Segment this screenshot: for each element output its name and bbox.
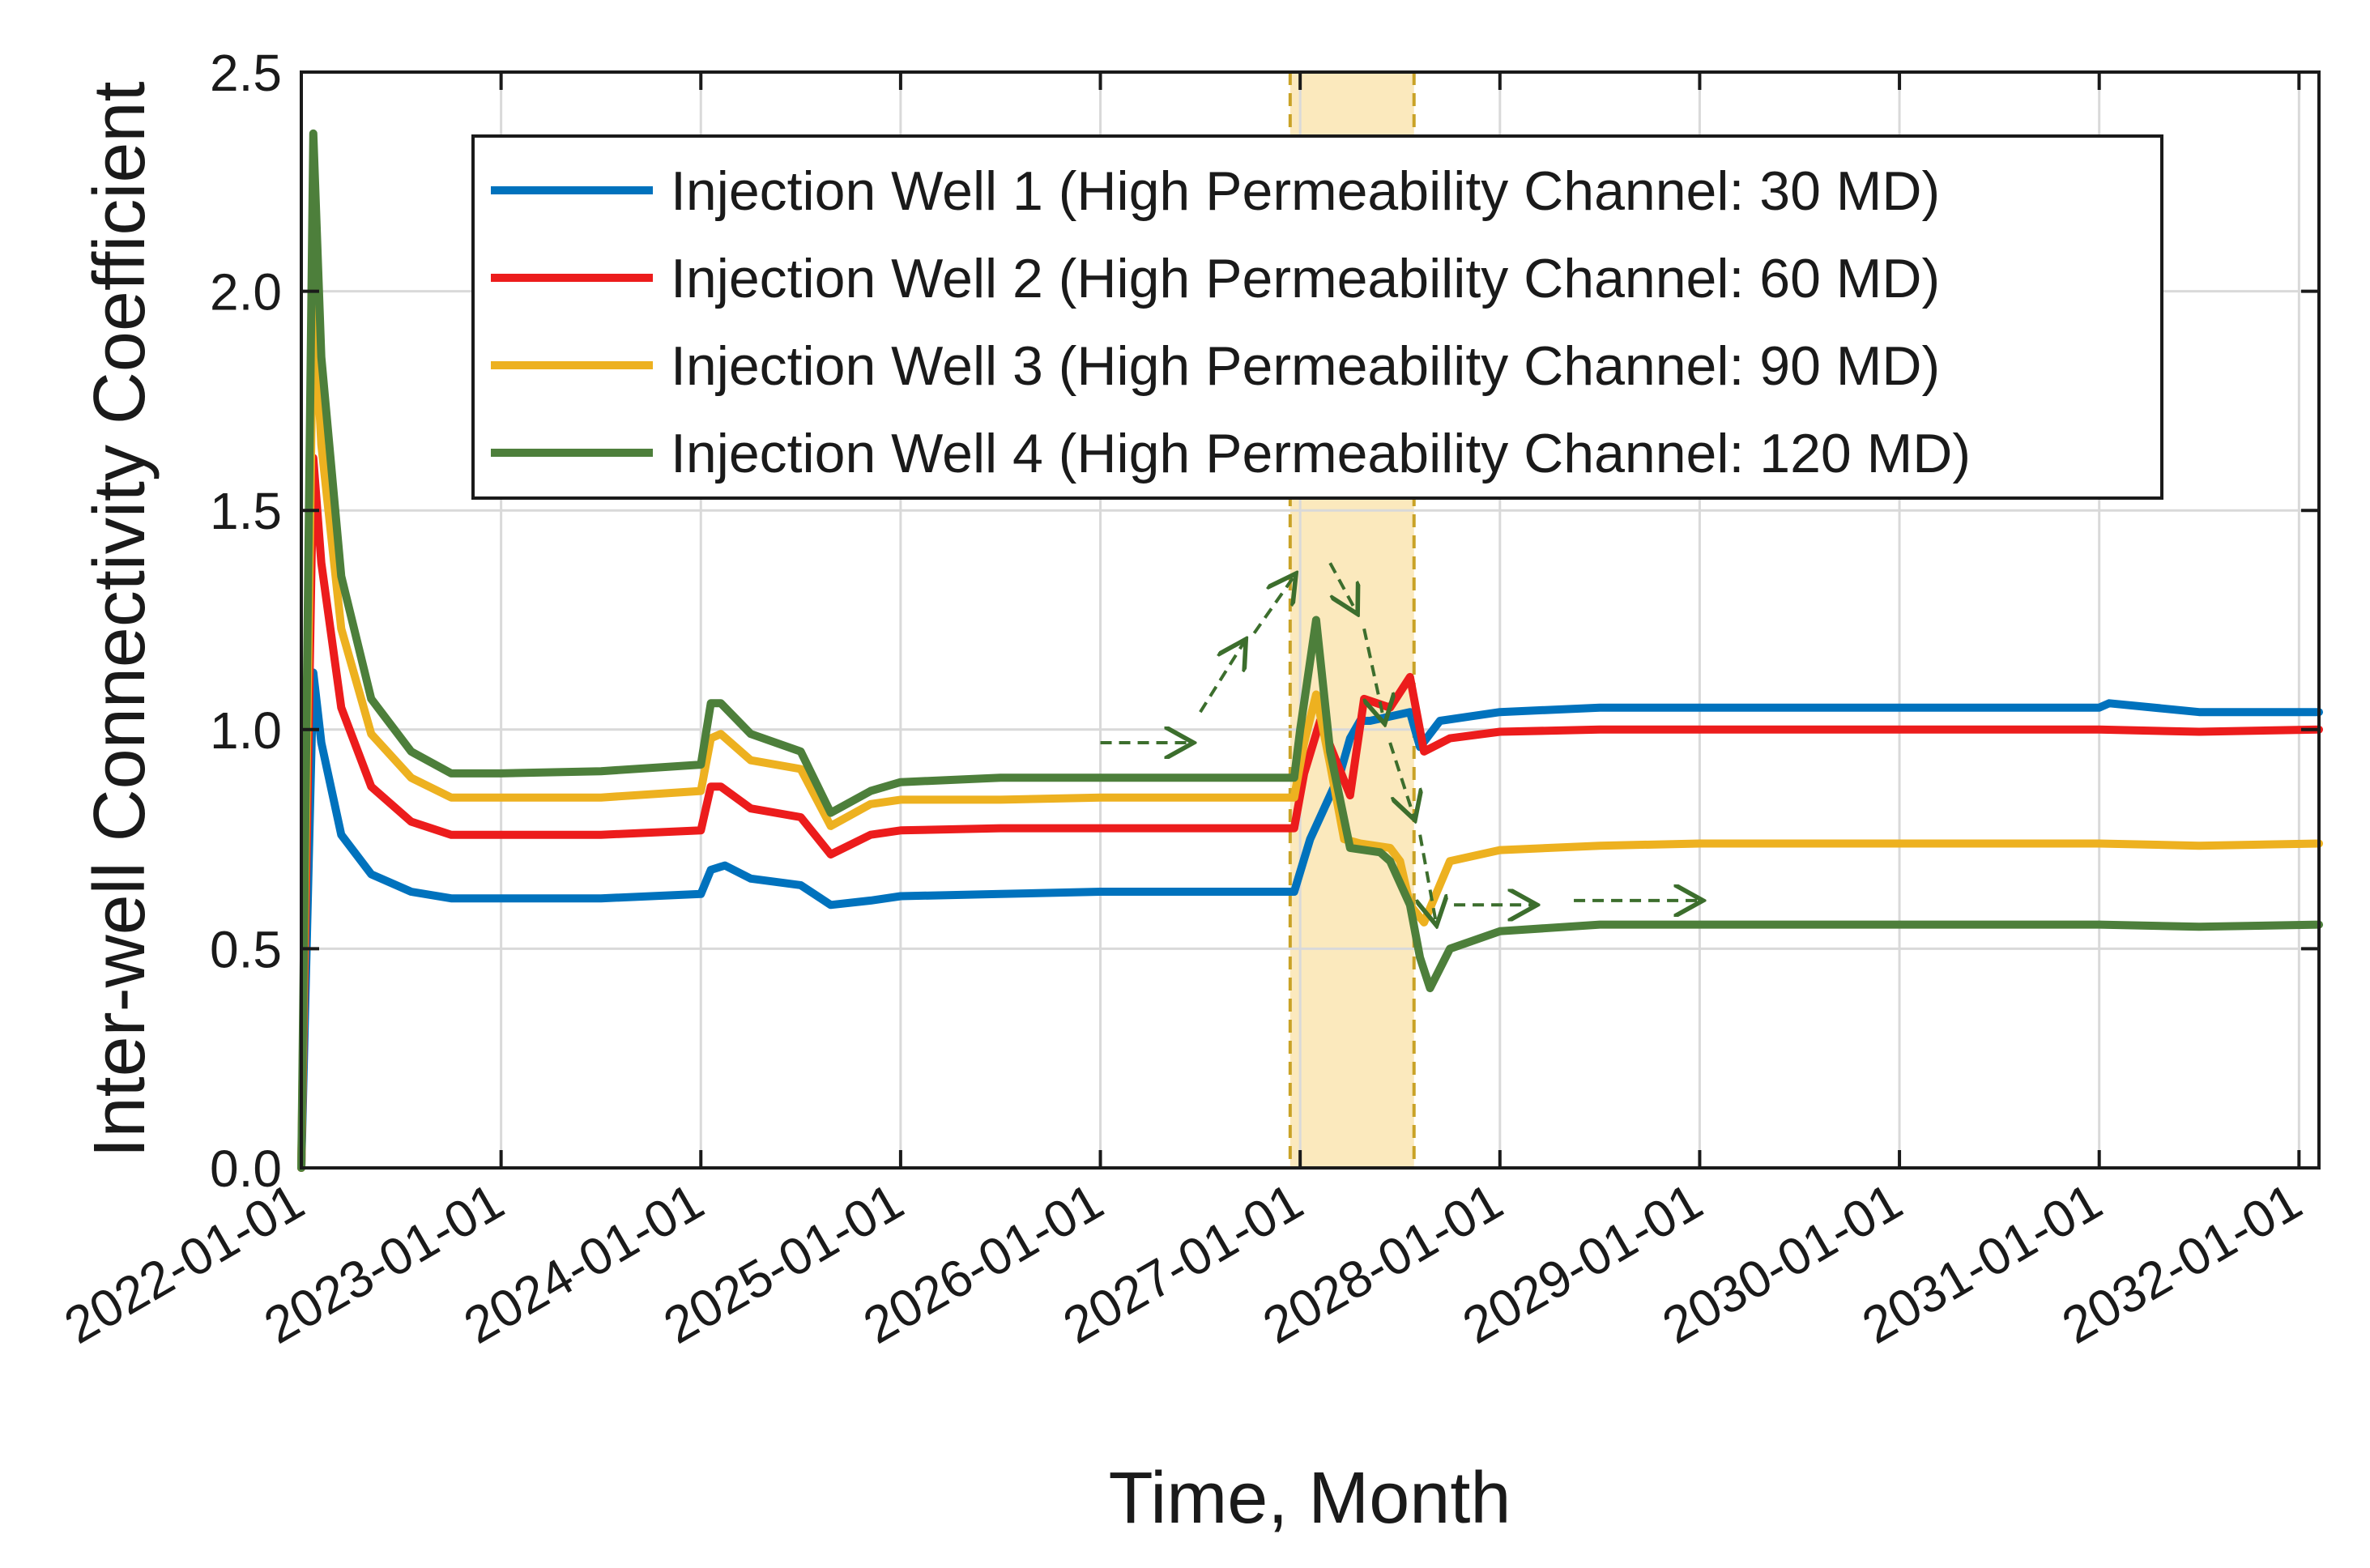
axis-ticks (300, 70, 2319, 1170)
y-tick-label: 2.5 (210, 44, 282, 102)
legend-items: Injection Well 1 (High Permeability Chan… (491, 160, 1971, 484)
annotation-arrow (1199, 642, 1244, 714)
annotation-arrow (1252, 576, 1294, 634)
series-layer (297, 129, 2323, 1172)
x-tick-labels: 2022-01-012023-01-012024-01-012025-01-01… (54, 1172, 2311, 1355)
y-tick-label: 1.0 (210, 701, 282, 760)
series-line-injection-well-4 (297, 129, 2323, 1172)
y-tick-label: 0.5 (210, 920, 282, 978)
plot-frame (300, 70, 2321, 1170)
legend-label-injection-well-1: Injection Well 1 (High Permeability Chan… (671, 160, 1940, 222)
annotation-arrow (1362, 628, 1384, 721)
annotation-arrow (1420, 834, 1436, 922)
legend: Injection Well 1 (High Permeability Chan… (471, 134, 2163, 500)
series-line-injection-well-3 (297, 287, 2323, 1172)
annotation-arrow (1328, 562, 1356, 611)
series-line-injection-well-1 (297, 668, 2323, 1172)
y-tick-labels: 0.0 0.5 1.0 1.5 2.0 2.5 (210, 44, 282, 1198)
legend-label-injection-well-4: Injection Well 4 (High Permeability Chan… (671, 423, 1971, 484)
y-axis-title: Inter-well Connectivity Coefficient (79, 82, 160, 1158)
series-line-injection-well-2 (297, 454, 2323, 1172)
y-tick-label: 0.0 (210, 1140, 282, 1198)
legend-label-injection-well-2: Injection Well 2 (High Permeability Chan… (671, 248, 1940, 309)
y-tick-label: 2.0 (210, 263, 282, 322)
annotation-arrows (1100, 562, 1700, 922)
legend-box (471, 134, 2163, 500)
x-axis-title: Time, Month (1109, 1458, 1511, 1539)
legend-label-injection-well-3: Injection Well 3 (High Permeability Chan… (671, 335, 1940, 397)
annotation-arrow (1388, 742, 1414, 817)
y-tick-label: 1.5 (210, 482, 282, 540)
